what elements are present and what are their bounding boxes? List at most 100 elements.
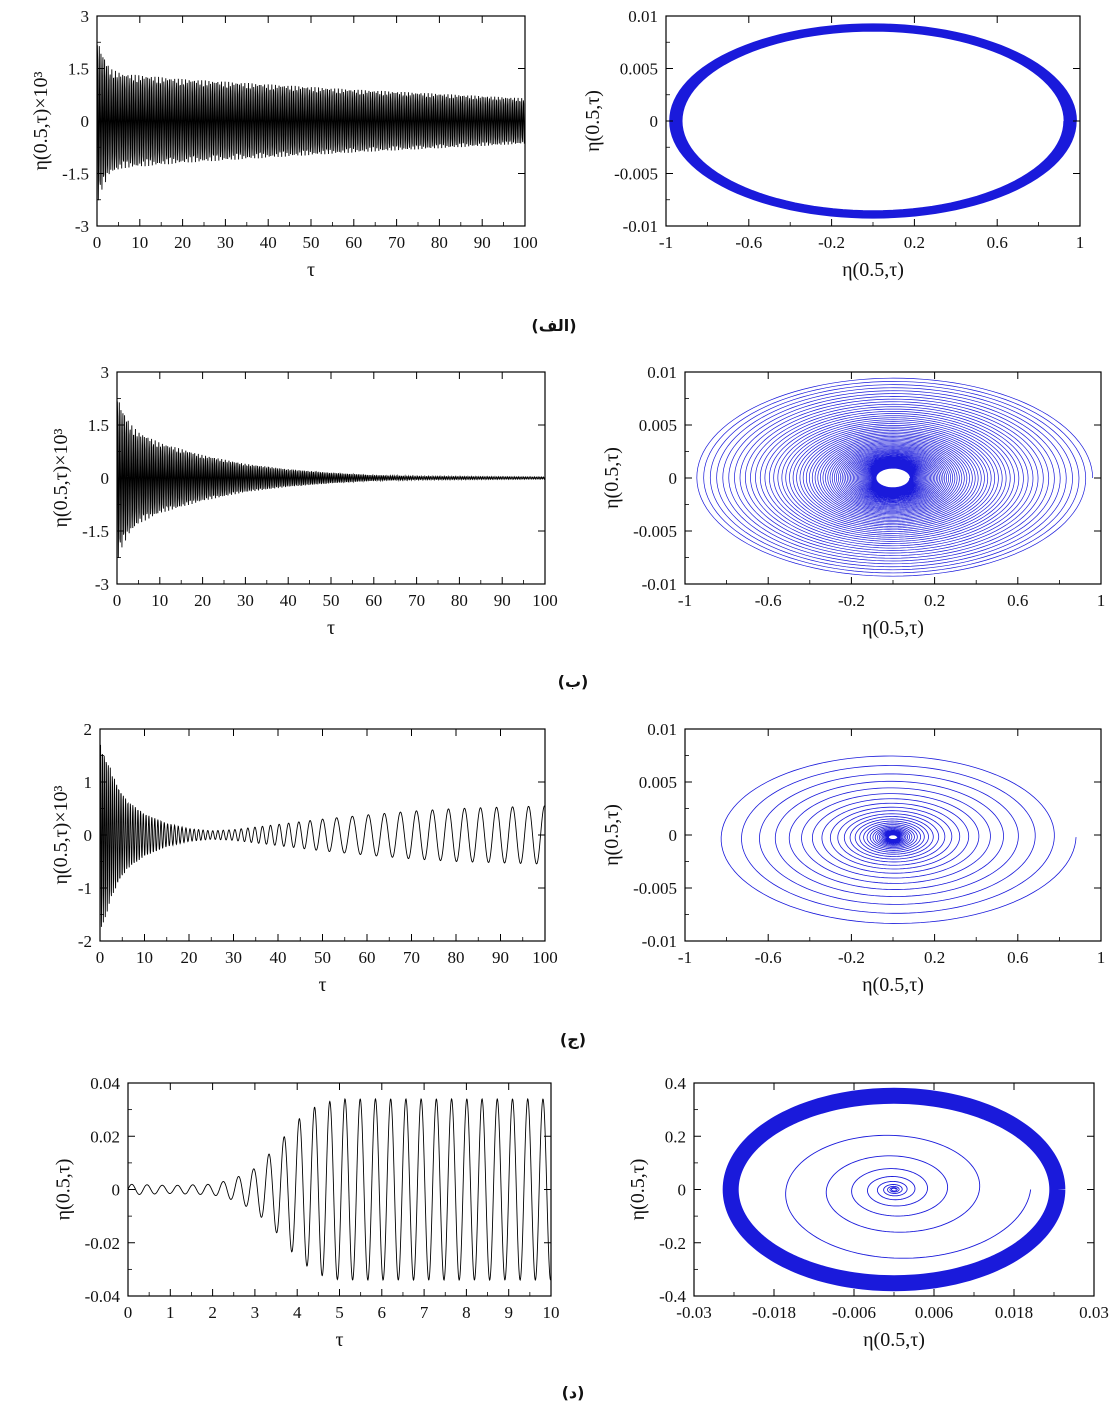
alef-time-ytick-label: -1.5 (62, 165, 89, 184)
alef-phase-xtick-label: -1 (659, 233, 673, 252)
alef-phase-ytick-label: -0.005 (614, 165, 658, 184)
caption-be: (ب) (557, 672, 589, 691)
dal-phase-xtick-label: -0.006 (832, 1303, 876, 1322)
dal-phase-xlabel: η(0.5,τ) (863, 1329, 925, 1351)
dal-phase-ylabel: η(0.5,τ) (627, 1159, 649, 1221)
alef-time-xtick-label: 60 (345, 233, 362, 252)
be-phase-series-0 (696, 377, 1094, 577)
dal-phase-series-1 (722, 1087, 1066, 1292)
alef-time-xtick-label: 50 (303, 233, 320, 252)
be-time-xtick-label: 60 (365, 591, 382, 610)
jim-phase-series-0 (720, 755, 1077, 924)
be-time-xlabel: τ (327, 617, 335, 639)
be-time-xtick-label: 50 (323, 591, 340, 610)
dal-phase-ytick-label: -0.2 (659, 1234, 686, 1253)
alef-phase-ylabel: η(0.5,τ) (582, 90, 604, 152)
dal-time-xlabel: τ (335, 1329, 343, 1351)
dal-phase-chart: -0.03 -0.018 -0.006 0.006 0.018 0.03 0.4 0.2 0 -0… (627, 1074, 1109, 1351)
alef-phase-ytick-label: 0.01 (628, 7, 658, 26)
be-phase-ytick-label: 0.005 (639, 416, 677, 435)
be-time-xtick-label: 100 (532, 591, 558, 610)
be-phase-xtick-label: -0.6 (755, 591, 782, 610)
be-phase-ylabel: η(0.5,τ) (601, 447, 623, 509)
be-time-xtick-label: 10 (151, 591, 168, 610)
be-time-xtick-label: 90 (494, 591, 511, 610)
dal-phase-xtick-label: 0.018 (995, 1303, 1033, 1322)
jim-phase-xtick-label: -1 (678, 948, 692, 967)
alef-phase-xtick-label: 0.2 (904, 233, 925, 252)
dal-time-chart: 0 1 2 3 4 5 6 7 8 9 10 0.04 0.02 0 -0.02 -0.04 τ η(0.5,τ) (53, 1074, 560, 1351)
alef-phase-chart: -1 -0.6 -0.2 0.2 0.6 1 0.01 0.005 0 -0.005 -0.01 η(… (582, 7, 1084, 281)
dal-time-ytick-label: 0.04 (90, 1074, 120, 1093)
jim-time-xtick-label: 0 (96, 948, 105, 967)
jim-phase-ytick-label: -0.005 (633, 879, 677, 898)
alef-time-xtick-label: 100 (512, 233, 538, 252)
jim-time-ytick-label: -2 (78, 932, 92, 951)
jim-phase-xtick-label: -0.2 (838, 948, 865, 967)
dal-time-series-0 (128, 1097, 551, 1282)
jim-time-ytick-label: -1 (78, 879, 92, 898)
dal-time-ytick-label: -0.04 (85, 1287, 121, 1306)
be-time-series-0 (117, 401, 545, 558)
jim-phase-xtick-label: -0.6 (755, 948, 782, 967)
jim-phase-ytick-label: 0.01 (647, 720, 677, 739)
alef-phase-ytick-label: 0.005 (620, 60, 658, 79)
dal-time-xtick-label: 4 (293, 1303, 302, 1322)
dal-time-xtick-label: 5 (335, 1303, 344, 1322)
be-phase-xlabel: η(0.5,τ) (862, 617, 924, 639)
alef-time-xtick-label: 70 (388, 233, 405, 252)
jim-time-xtick-label: 10 (136, 948, 153, 967)
alef-time-ytick-label: 1.5 (68, 60, 89, 79)
dal-phase-ytick-label: 0 (678, 1181, 687, 1200)
dal-time-xtick-label: 10 (543, 1303, 560, 1322)
jim-time-series-0 (100, 744, 545, 927)
jim-time-ylabel: η(0.5,τ)×10³ (50, 785, 72, 884)
be-time-xtick-label: 30 (237, 591, 254, 610)
dal-time-ylabel: η(0.5,τ) (53, 1159, 75, 1221)
jim-time-xtick-label: 80 (448, 948, 465, 967)
be-time-xtick-label: 40 (280, 591, 297, 610)
be-phase-xtick-label: -1 (678, 591, 692, 610)
be-phase-ytick-label: 0 (669, 469, 678, 488)
be-time-ytick-label: 0 (101, 469, 110, 488)
jim-phase-xtick-label: 0.2 (924, 948, 945, 967)
dal-phase-frame (693, 1082, 1095, 1297)
jim-phase-ytick-label: 0.005 (639, 773, 677, 792)
be-time-xtick-label: 20 (194, 591, 211, 610)
dal-time-xtick-label: 9 (504, 1303, 513, 1322)
alef-phase-ytick-label: -0.01 (623, 217, 658, 236)
jim-time-chart: 0 10 20 30 40 50 60 70 80 90 100210-1-2τη(0.5,τ)×1… (50, 720, 558, 996)
jim-time-ytick-label: 2 (84, 720, 93, 739)
caption-dal: (د) (561, 1383, 585, 1402)
alef-phase-xlabel: η(0.5,τ) (842, 259, 904, 281)
jim-time-xtick-label: 50 (314, 948, 331, 967)
alef-phase-xtick-label: -0.2 (818, 233, 845, 252)
be-phase-xtick-label: -0.2 (838, 591, 865, 610)
dal-time-xtick-label: 8 (462, 1303, 471, 1322)
be-phase-xtick-label: 0.2 (924, 591, 945, 610)
be-phase-xtick-label: 0.6 (1007, 591, 1028, 610)
dal-phase-xtick-label: 0.006 (915, 1303, 953, 1322)
dal-phase-ytick-label: 0.2 (665, 1127, 686, 1146)
jim-time-xtick-label: 90 (492, 948, 509, 967)
jim-time-ytick-label: 0 (84, 826, 93, 845)
dal-time-ytick-label: 0.02 (90, 1127, 120, 1146)
dal-phase-series-0 (785, 1134, 1032, 1259)
jim-phase-xtick-label: 0.6 (1007, 948, 1028, 967)
caption-alef: (الف) (531, 316, 577, 335)
dal-time-frame (127, 1082, 552, 1297)
be-time-ytick-label: -3 (95, 575, 109, 594)
dal-time-xtick-label: 7 (420, 1303, 429, 1322)
alef-time-xtick-label: 10 (131, 233, 148, 252)
jim-time-xtick-label: 30 (225, 948, 242, 967)
alef-time-xtick-label: 0 (93, 233, 102, 252)
alef-time-xlabel: τ (307, 259, 315, 281)
jim-time-xtick-label: 20 (181, 948, 198, 967)
jim-phase-ylabel: η(0.5,τ) (601, 804, 623, 866)
alef-phase-frame (665, 15, 1081, 227)
dal-time-xtick-label: 1 (166, 1303, 175, 1322)
alef-phase-xtick-label: 1 (1076, 233, 1085, 252)
dal-time-xtick-label: 3 (251, 1303, 260, 1322)
jim-phase-ytick-label: 0 (669, 826, 678, 845)
